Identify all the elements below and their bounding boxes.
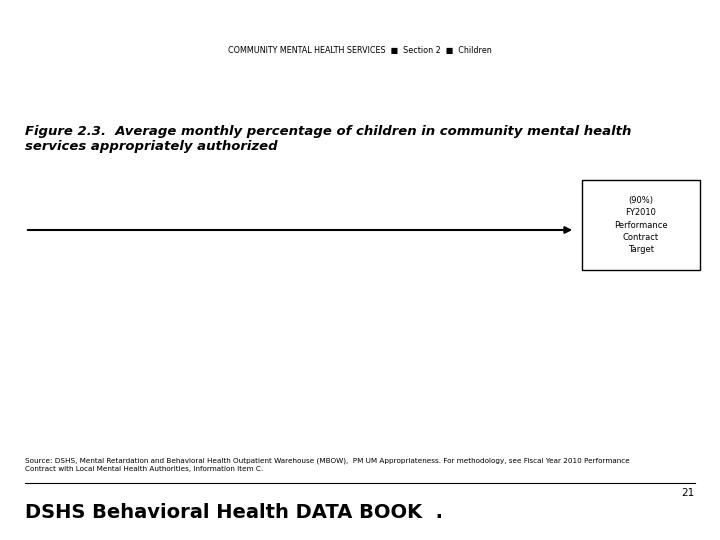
Text: COMMUNITY MENTAL HEALTH SERVICES  ■  Section 2  ■  Children: COMMUNITY MENTAL HEALTH SERVICES ■ Secti… [228, 45, 492, 55]
Text: DSHS Behavioral Health DATA BOOK  .: DSHS Behavioral Health DATA BOOK . [25, 503, 443, 522]
Text: (90%)
FY2010
Performance
Contract
Target: (90%) FY2010 Performance Contract Target [614, 195, 668, 254]
Text: Figure 2.3.  Average monthly percentage of children in community mental health
s: Figure 2.3. Average monthly percentage o… [25, 125, 631, 153]
Text: Source: DSHS, Mental Retardation and Behavioral Health Outpatient Warehouse (MBO: Source: DSHS, Mental Retardation and Beh… [25, 458, 630, 471]
FancyBboxPatch shape [582, 180, 700, 270]
Text: 21: 21 [682, 488, 695, 498]
